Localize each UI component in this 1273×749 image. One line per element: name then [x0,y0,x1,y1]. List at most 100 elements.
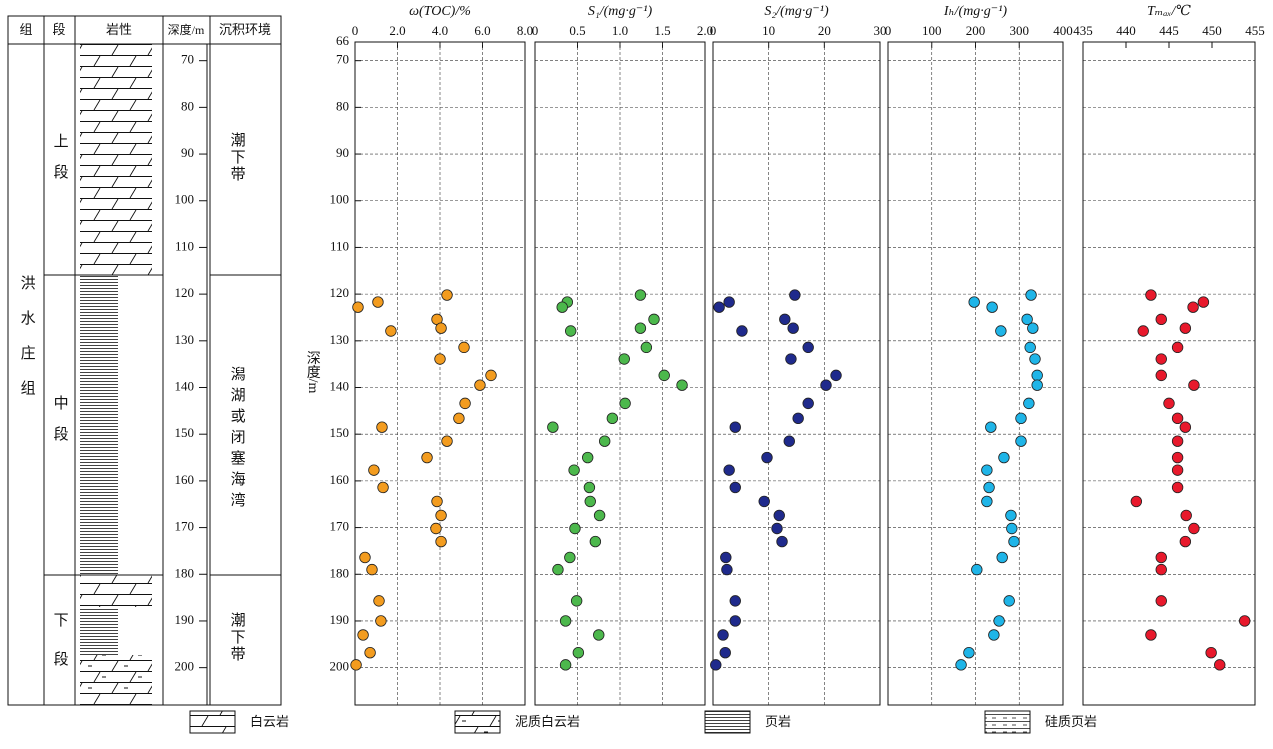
point [969,297,980,308]
point [460,398,471,409]
panel-frame [1083,42,1255,705]
header: 沉积环境 [219,22,271,37]
point [442,290,453,301]
legend-label: 页岩 [765,714,791,729]
depth-label: 120 [175,285,195,300]
x-tick-label: 8.0 [517,23,533,38]
depth-label: 180 [175,565,195,580]
point [1239,616,1250,627]
point [1206,647,1217,658]
x-tick-label: 1.5 [654,23,670,38]
y-tick-label: 130 [330,332,350,347]
point [1156,596,1167,607]
x-tick-label: 10 [762,23,775,38]
point [1181,510,1192,521]
point [1156,314,1167,325]
point [1172,482,1183,493]
point [585,496,596,507]
legend-icon [455,711,500,733]
point [565,326,576,337]
y-tick-label: 90 [336,145,349,160]
dolomite [80,575,152,607]
point [1028,323,1039,334]
point [1156,564,1167,575]
panel-title: ω(TOC)/% [409,4,471,19]
point [565,552,576,563]
point [635,290,646,301]
depth-label: 70 [181,52,194,67]
point [989,630,1000,641]
x-tick-label: 400 [1053,23,1073,38]
y-axis-label: 深度/m [305,351,321,394]
point [619,354,630,365]
point [641,342,652,353]
legend-label: 白云岩 [250,714,289,729]
point [724,465,735,476]
panel-title: S₂/(mg·g⁻¹) [764,4,829,19]
point [593,630,604,641]
point [1009,536,1020,547]
point [454,413,465,424]
point [1180,422,1191,433]
point [436,536,447,547]
x-tick-label: 20 [818,23,831,38]
point [777,536,788,547]
x-tick-label: 0.5 [569,23,585,38]
point [1188,302,1199,313]
point [996,326,1007,337]
point [790,290,801,301]
point [1016,436,1027,447]
panel-title: Iₕ/(mg·g⁻¹) [943,4,1007,19]
header: 岩性 [106,22,132,37]
point [986,422,997,433]
depth-label: 110 [175,238,194,253]
point [374,596,385,607]
y-tick-label: 170 [330,519,350,534]
point [620,398,631,409]
point [1198,297,1209,308]
point [1172,342,1183,353]
point [982,496,993,507]
point [377,422,388,433]
argillaceous-dolomite [80,655,152,690]
dolomite [80,690,152,705]
y-tick-label: 160 [330,472,350,487]
point [722,564,733,575]
point [570,523,581,534]
point [459,342,470,353]
depth-label: 170 [175,519,195,534]
point [1189,523,1200,534]
depth-label: 90 [181,145,194,160]
formation: 洪水庄组 [19,275,36,415]
point [435,354,446,365]
point [378,482,389,493]
shale [80,275,118,575]
x-tick-label: 1.0 [612,23,628,38]
x-tick-label: 200 [966,23,986,38]
point [997,552,1008,563]
point [677,380,688,391]
point [956,660,967,671]
point [360,552,371,563]
point [594,510,605,521]
environment: 潮下带 [229,132,246,183]
point [436,510,447,521]
figure: 组 段 岩性 深度/m 沉积环境 洪水庄组 上段 中段 下段 潮下带 潟湖或闭塞… [0,0,1273,749]
header: 组 [19,22,32,37]
point [1172,452,1183,463]
point [1030,354,1041,365]
x-tick-label: 2.0 [389,23,405,38]
x-tick-label: 6.0 [474,23,490,38]
x-tick-label: 435 [1073,23,1093,38]
point [649,314,660,325]
point [386,326,397,337]
point [730,422,741,433]
point [582,452,593,463]
x-tick-label: 0 [532,23,539,38]
point [353,302,364,313]
x-tick-label: 4.0 [432,23,448,38]
point [432,496,443,507]
y-tick-label: 200 [330,659,350,674]
x-tick-label: 0 [710,23,717,38]
point [730,596,741,607]
